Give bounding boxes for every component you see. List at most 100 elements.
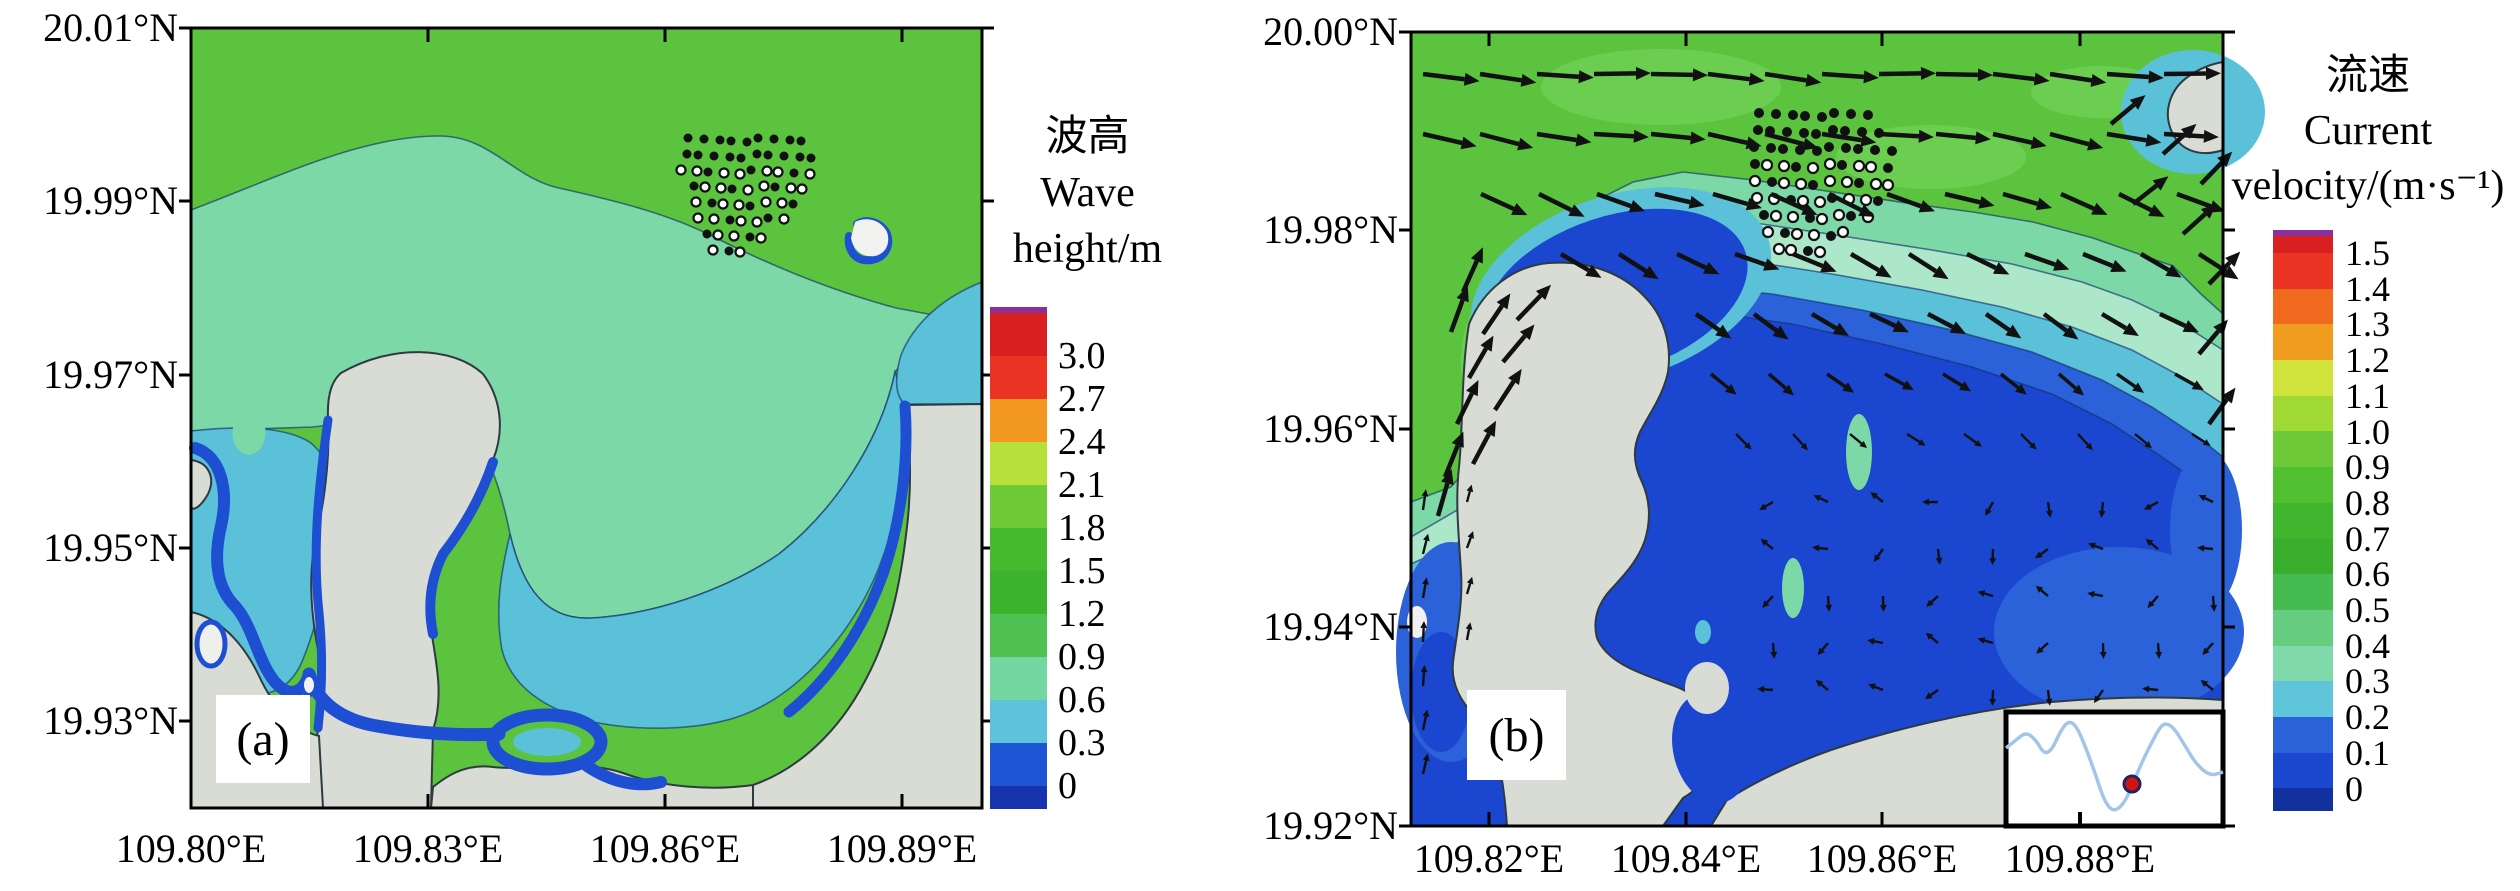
cage-dot [1760, 158, 1774, 172]
cage-dot [734, 168, 746, 180]
colorbar-tick-label: 0.5 [2345, 590, 2390, 630]
legend-title-line: Current [2303, 108, 2433, 154]
current-arrow [1421, 753, 1430, 775]
current-arrow [1759, 500, 1774, 510]
current-arrow [1764, 71, 1822, 87]
cage-dot [683, 133, 693, 143]
cage-dot [1806, 161, 1820, 175]
current-arrow [1966, 251, 2010, 275]
cage-dot [755, 232, 767, 244]
wave-seafoam-tongue [232, 427, 266, 455]
current-arrow [2191, 432, 2211, 446]
current-arrow [2159, 311, 2199, 333]
current-arrow [2024, 251, 2070, 271]
current-arrow [1907, 252, 1949, 280]
current-arrow [1868, 683, 1884, 692]
cage-dot [1840, 175, 1854, 189]
current-arrow [1752, 312, 1789, 340]
colorbar-segment [2273, 574, 2333, 610]
current-arrow [1465, 484, 1474, 503]
colorbar-tick-label: 1.3 [2345, 304, 2390, 345]
current-arrow [1501, 324, 1535, 364]
y-tick-label: 20.00°N [1263, 9, 1398, 54]
cape-mint-slivers [1782, 414, 1872, 618]
cage-dot [690, 196, 702, 208]
cage-dot [718, 167, 730, 179]
colorbar-tick-label: 0.7 [2345, 518, 2390, 559]
colorbar-tick-label: 0.9 [1058, 636, 1106, 678]
cage-dot [725, 152, 735, 162]
cage-dot [1811, 129, 1821, 139]
current-arrow [1435, 468, 1454, 517]
cage-dot [1808, 180, 1818, 190]
colorbar-segment [990, 528, 1047, 571]
colorbar-segment [990, 313, 1047, 356]
aquaculture-cage-dots [1748, 108, 1897, 259]
cage-dot [715, 135, 725, 145]
current-arrow [2045, 689, 2053, 706]
colorbar-tick-label: 2.4 [1058, 421, 1106, 463]
cage-dot [1857, 127, 1867, 137]
cage-dot [1852, 159, 1866, 173]
cage-dot [1813, 245, 1827, 259]
colorbar-segment [2273, 431, 2333, 468]
current-arrow [1827, 191, 1875, 217]
cage-dot [1836, 225, 1850, 239]
cage-dot [1841, 143, 1851, 153]
current-arrow [1925, 632, 1939, 644]
cage-dot [1840, 126, 1850, 136]
current-arrow [1707, 71, 1765, 86]
current-arrow [2202, 642, 2214, 655]
current-arrow [1707, 131, 1762, 150]
cage-dot [745, 232, 755, 242]
current-arrow [1650, 68, 1708, 82]
colorbar-segment [2273, 324, 2333, 361]
colorbar-wave-height [990, 307, 1047, 809]
current-arrow [1992, 71, 2050, 86]
current-arrow [2036, 642, 2049, 654]
cage-dot [682, 149, 692, 159]
cage-dot [1799, 128, 1809, 138]
current-arrow [1676, 251, 1720, 275]
colorbar-segment [2273, 395, 2333, 432]
current-arrow [1442, 431, 1464, 478]
current-arrow [1906, 432, 1926, 446]
cage-dot [702, 229, 712, 239]
cage-dot [760, 196, 772, 208]
legend-title-line: 流速 [2325, 53, 2410, 99]
current-arrow [2139, 252, 2182, 278]
cage-dot [1823, 157, 1837, 171]
current-arrow [1926, 595, 1939, 607]
current-arrow [2002, 191, 2053, 211]
current-arrow [1536, 70, 1594, 84]
cage-dot [1791, 162, 1801, 172]
colorbar-tick-label: 0.3 [1058, 722, 1106, 764]
cage-dot [806, 153, 816, 163]
colorbar-segment [2273, 467, 2333, 503]
land-west-peninsula [1451, 261, 1721, 827]
cage-dot [1772, 242, 1786, 256]
cage-dot [725, 215, 735, 225]
colorbar-segment [990, 657, 1047, 700]
current-arrow [1479, 71, 1537, 87]
current-arrow [1849, 252, 1892, 278]
current-arrow [2210, 595, 2218, 612]
current-arrow [1792, 433, 1808, 451]
x-tick-label: 109.82°E [1413, 836, 1565, 881]
cage-dot [1823, 174, 1837, 188]
colorbar-segment [990, 786, 1047, 809]
colorbar-tick-label: 3.0 [1058, 335, 1106, 377]
cage-dot [1759, 210, 1769, 220]
legend-title-line: Wave [1040, 170, 1135, 216]
cage-dot [1795, 145, 1805, 155]
current-arrow [1421, 533, 1430, 555]
panel-a-label-box: (a) [216, 695, 310, 783]
cage-dot [1782, 127, 1792, 137]
y-tick-label: 20.01°N [43, 5, 178, 50]
colorbar-tick-label: 1.4 [2345, 268, 2390, 309]
cage-dot [733, 199, 745, 211]
cage-dot [1870, 145, 1880, 155]
cage-dot [1748, 174, 1762, 188]
current-arrow [1734, 251, 1780, 271]
